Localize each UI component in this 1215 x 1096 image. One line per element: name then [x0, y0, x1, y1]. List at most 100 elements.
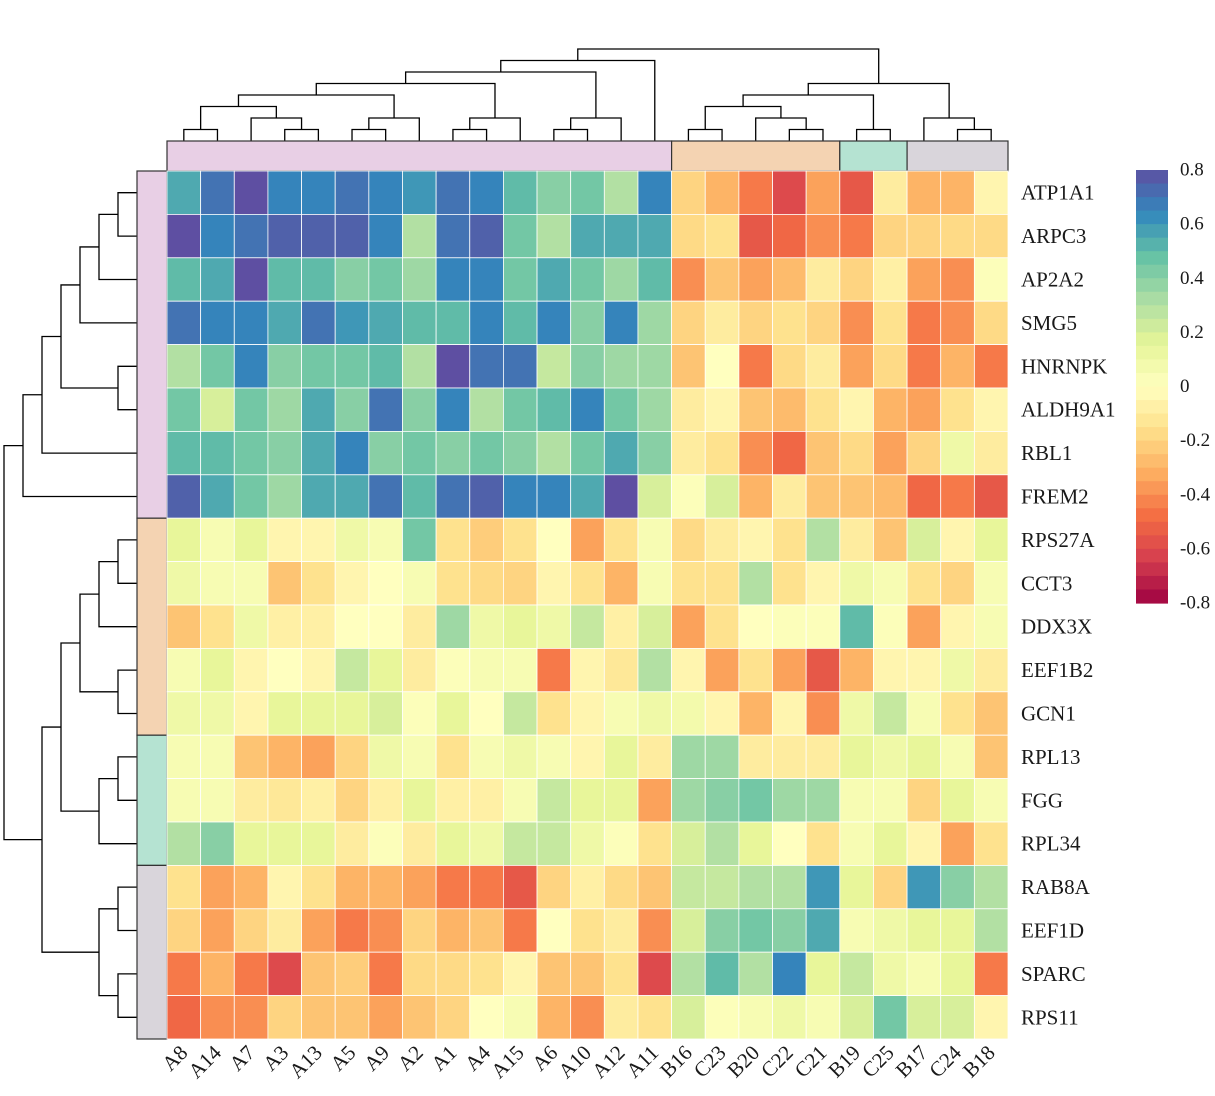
heatmap-cell	[805, 170, 841, 215]
heatmap-cell	[772, 474, 807, 519]
heatmap-cell	[637, 995, 673, 1040]
column-label: A1	[426, 1041, 461, 1076]
colorbar-segment	[1136, 494, 1168, 509]
heatmap-cell	[233, 300, 269, 346]
heatmap-cell	[267, 648, 302, 693]
heatmap-cell	[334, 387, 370, 432]
colorbar-segment	[1136, 210, 1168, 225]
heatmap-cell	[301, 951, 336, 997]
heatmap-cell	[704, 474, 740, 519]
heatmap-cell	[940, 257, 975, 302]
heatmap-cell	[435, 734, 471, 780]
heatmap-cell	[267, 995, 302, 1040]
heatmap-cell	[772, 778, 807, 823]
heatmap-cell	[873, 865, 908, 910]
dendrogram-branch	[117, 973, 137, 1018]
heatmap-cell	[233, 908, 269, 953]
heatmap-cell	[738, 648, 773, 693]
colorbar-tick-label: -0.8	[1180, 593, 1210, 614]
heatmap-cell	[772, 734, 807, 780]
column-label: A14	[183, 1040, 226, 1083]
heatmap-cell	[166, 257, 202, 302]
heatmap-cell	[570, 604, 605, 649]
heatmap-cell	[301, 691, 336, 736]
dendrogram-branch	[117, 192, 137, 237]
heatmap-cell	[839, 300, 874, 346]
heatmap-cell	[301, 213, 336, 259]
heatmap-cell	[603, 734, 639, 780]
heatmap-cell	[906, 951, 942, 997]
heatmap-cell	[839, 170, 874, 215]
heatmap-cell	[402, 561, 437, 606]
heatmap-cell	[805, 951, 841, 997]
heatmap-cell	[637, 778, 673, 823]
heatmap-cell	[772, 995, 807, 1040]
heatmap-cell	[671, 430, 706, 476]
heatmap-cell	[570, 821, 605, 866]
column-label: A11	[621, 1041, 663, 1083]
heatmap-cell	[940, 430, 975, 476]
heatmap-cell	[233, 648, 269, 693]
heatmap-cell	[704, 561, 740, 606]
heatmap-cell	[233, 821, 269, 866]
heatmap-cell	[973, 257, 1009, 302]
heatmap-cell	[570, 691, 605, 736]
heatmap-cell	[637, 908, 673, 953]
colorbar-segment	[1136, 264, 1168, 279]
row-group-segment	[136, 517, 168, 736]
heatmap-cell	[973, 995, 1009, 1040]
heatmap-cell	[536, 517, 572, 563]
colorbar-segment	[1136, 575, 1168, 591]
row-label: CCT3	[1021, 571, 1072, 595]
heatmap-cell	[301, 821, 336, 866]
heatmap-cell	[637, 430, 673, 476]
heatmap-cell	[704, 734, 740, 780]
heatmap-cell	[502, 908, 538, 953]
heatmap-cell	[469, 951, 504, 997]
heatmap-cell	[940, 865, 975, 910]
heatmap-cell	[200, 170, 235, 215]
heatmap-cell	[973, 517, 1009, 563]
heatmap-cell	[166, 430, 202, 476]
colorbar-segment	[1136, 291, 1168, 306]
heatmap-cell	[166, 517, 202, 563]
heatmap-cell	[435, 951, 471, 997]
heatmap-cell	[570, 387, 605, 432]
heatmap-cell	[671, 734, 706, 780]
heatmap-cell	[536, 734, 572, 780]
heatmap-cell	[502, 821, 538, 866]
heatmap-cell	[435, 387, 471, 432]
row-label: ATP1A1	[1021, 181, 1095, 205]
heatmap-cell	[940, 213, 975, 259]
dendrogram-branch	[284, 128, 320, 141]
heatmap-cell	[772, 387, 807, 432]
heatmap-cell	[402, 951, 437, 997]
heatmap-cell	[873, 474, 908, 519]
heatmap-cell	[603, 430, 639, 476]
heatmap-cell	[671, 995, 706, 1040]
heatmap-cell	[704, 344, 740, 389]
colorbar-segment	[1136, 278, 1168, 293]
heatmap-cell	[973, 734, 1009, 780]
heatmap-cell	[166, 170, 202, 215]
heatmap-cell	[839, 865, 874, 910]
heatmap-cell	[805, 821, 841, 866]
heatmap-cell	[301, 387, 336, 432]
colorbar-segment	[1136, 224, 1168, 239]
heatmap-cell	[671, 300, 706, 346]
heatmap-cell	[772, 865, 807, 910]
column-label: A9	[359, 1041, 394, 1076]
heatmap-cell	[334, 995, 370, 1040]
colorbar-segment	[1136, 359, 1168, 374]
heatmap-cell	[906, 170, 942, 215]
heatmap-cell	[973, 430, 1009, 476]
heatmap-cell	[873, 213, 908, 259]
dendrogram-branch	[98, 908, 118, 997]
heatmap-cell	[738, 561, 773, 606]
heatmap-cell	[940, 300, 975, 346]
heatmap-cell	[973, 344, 1009, 389]
heatmap-cell	[973, 213, 1009, 259]
heatmap-cell	[973, 865, 1009, 910]
heatmap-cell	[334, 474, 370, 519]
heatmap-cell	[873, 344, 908, 389]
